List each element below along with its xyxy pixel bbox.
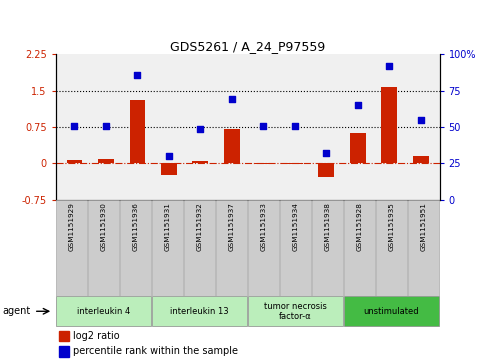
Bar [381,87,397,163]
Text: GSM1151928: GSM1151928 [356,203,363,252]
Text: unstimulated: unstimulated [364,307,419,316]
Text: tumor necrosis
factor-α: tumor necrosis factor-α [264,302,327,321]
Bar [184,200,215,296]
Bar [256,163,271,164]
Text: agent: agent [2,306,30,316]
Title: GDS5261 / A_24_P97559: GDS5261 / A_24_P97559 [170,40,325,53]
Text: interleukin 13: interleukin 13 [170,307,229,316]
Point [102,123,110,129]
Bar [224,129,240,163]
Text: GSM1151937: GSM1151937 [228,203,235,252]
Point [322,150,330,156]
Point [417,117,425,123]
Bar [413,156,428,163]
Point [165,153,173,159]
Bar [287,163,303,164]
Text: GSM1151929: GSM1151929 [69,203,74,252]
Bar [88,200,119,296]
Point [228,97,236,102]
Text: GSM1151931: GSM1151931 [165,203,170,252]
Text: GSM1151934: GSM1151934 [293,203,298,252]
Text: percentile rank within the sample: percentile rank within the sample [73,346,238,356]
Text: GSM1151935: GSM1151935 [388,203,395,252]
Bar [59,346,69,357]
Bar [350,133,366,163]
Point [354,102,362,108]
Bar [161,163,177,175]
Bar [192,162,208,163]
Bar [318,163,334,177]
Text: GSM1151933: GSM1151933 [260,203,267,252]
Bar [344,297,439,326]
Text: GSM1151951: GSM1151951 [421,203,426,252]
Bar [248,200,279,296]
Bar [248,297,343,326]
Bar [120,200,151,296]
Bar [216,200,247,296]
Text: GSM1151936: GSM1151936 [132,203,139,252]
Bar [56,200,87,296]
Point [291,123,298,129]
Text: GSM1151930: GSM1151930 [100,203,107,252]
Bar [98,159,114,163]
Bar [408,200,439,296]
Text: GSM1151932: GSM1151932 [197,203,202,252]
Point [71,123,78,129]
Bar [152,200,183,296]
Point [133,72,141,78]
Text: log2 ratio: log2 ratio [73,331,119,341]
Point [385,63,393,69]
Point [259,123,267,129]
Point [197,126,204,131]
Bar [280,200,311,296]
Text: GSM1151938: GSM1151938 [325,203,330,252]
Bar [129,101,145,163]
Bar [59,331,69,341]
Bar [376,200,407,296]
Text: interleukin 4: interleukin 4 [77,307,130,316]
Bar [67,160,82,163]
Bar [312,200,343,296]
Bar [344,200,375,296]
Bar [152,297,247,326]
Bar [56,297,151,326]
